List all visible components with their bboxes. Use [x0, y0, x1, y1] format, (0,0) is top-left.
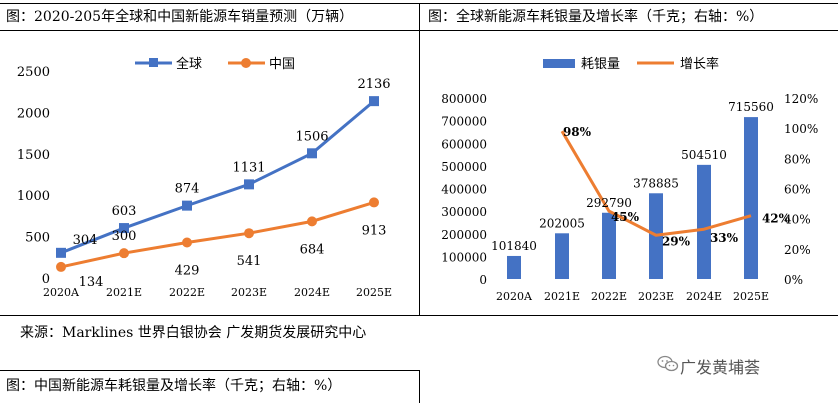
- silver-data-label: 378885: [633, 176, 679, 190]
- left-y-tick-label: 700000: [441, 115, 487, 129]
- china-marker: [307, 216, 317, 227]
- silver-bar: [744, 117, 758, 279]
- silver-data-label: 202005: [539, 216, 585, 230]
- left-y-tick-label: 600000: [441, 137, 487, 151]
- bottom-box-top: [0, 370, 419, 371]
- legend-label-growth: 增长率: [680, 56, 719, 72]
- wechat-icon: [657, 355, 679, 372]
- watermark-brand: 广发黄埔荟: [680, 358, 761, 377]
- growth-data-label: 33%: [710, 231, 739, 245]
- left-y-tick-label: 500000: [441, 160, 487, 174]
- x-tick-label: 2020A: [43, 286, 80, 299]
- silver-data-label: 715560: [728, 100, 774, 114]
- global-data-label: 603: [112, 204, 137, 219]
- silver-consumption-chart: 耗银量 增长率 0 100000 200000 300000 400000 500000 6…: [441, 56, 818, 303]
- bottom-chart-title: 图：中国新能源车耗银量及增长率（千克；右轴：%）: [6, 378, 342, 394]
- global-data-label: 1131: [232, 160, 265, 175]
- silver-bar: [555, 233, 569, 279]
- right-y-tick-label: 80%: [784, 152, 811, 166]
- x-tick-label: 2023E: [231, 286, 267, 299]
- left-y-tick-label: 100000: [441, 250, 487, 264]
- growth-data-label: 29%: [662, 234, 691, 248]
- y-tick-label: 2500: [17, 65, 50, 80]
- x-tick-label: 2024E: [686, 290, 722, 303]
- series-line-china: [60, 200, 375, 269]
- growth-data-label: 45%: [611, 210, 640, 224]
- global-marker: [56, 247, 66, 258]
- y-tick-label: 500: [25, 231, 50, 246]
- x-tick-label: 2022E: [169, 286, 205, 299]
- x-tick-label: 2021E: [106, 286, 142, 299]
- silver-data-label: 292790: [586, 196, 632, 210]
- x-tick-label: 2020A: [496, 290, 533, 303]
- x-tick-label: 2022E: [591, 290, 627, 303]
- frame-bottom-line: [0, 315, 838, 316]
- y-tick-label: 1500: [17, 148, 50, 163]
- global-marker: [244, 179, 254, 190]
- panel-divider: [419, 3, 420, 315]
- china-data-label: 134: [79, 275, 104, 290]
- right-y-tick-label: 120%: [784, 92, 818, 106]
- legend-label-silver: 耗银量: [581, 57, 620, 72]
- x-tick-label: 2023E: [638, 290, 674, 303]
- china-marker: [182, 237, 192, 248]
- bottom-box-right: [419, 370, 420, 403]
- legend-label-global: 全球: [176, 56, 202, 72]
- china-data-label: 300: [112, 229, 137, 244]
- global-marker: [182, 200, 192, 211]
- growth-data-label: 42%: [762, 212, 791, 226]
- growth-rate-line: [560, 130, 752, 237]
- silver-bar: [602, 212, 616, 279]
- x-tick-label: 2021E: [544, 290, 580, 303]
- china-data-label: 429: [175, 263, 200, 278]
- x-tick-label: 2025E: [356, 286, 392, 299]
- legend-label-china: 中国: [269, 57, 295, 72]
- global-marker: [119, 223, 129, 234]
- global-marker: [369, 96, 379, 107]
- series-line-global: [60, 99, 375, 255]
- right-y-tick-label: 100%: [784, 122, 818, 136]
- right-y-tick-label: 20%: [784, 243, 811, 257]
- right-y-tick-label: 40%: [784, 213, 811, 227]
- left-chart-legend: 全球 中国: [135, 56, 295, 72]
- growth-data-label: 98%: [563, 125, 592, 139]
- y-tick-label: 0: [42, 272, 50, 287]
- silver-data-label: 101840: [491, 239, 537, 253]
- china-data-label: 541: [237, 254, 262, 269]
- silver-bar: [697, 164, 711, 279]
- china-data-label: 684: [300, 242, 325, 257]
- x-tick-label: 2025E: [733, 290, 769, 303]
- china-marker: [56, 261, 66, 272]
- y-tick-label: 2000: [17, 106, 50, 121]
- left-chart-title: 图：2020-205年全球和中国新能源车销量预测（万辆）: [6, 9, 354, 25]
- left-y-tick-label: 0: [479, 273, 487, 287]
- global-marker: [307, 148, 317, 159]
- china-marker: [244, 228, 254, 239]
- left-y-tick-label: 800000: [441, 92, 487, 106]
- silver-bar: [507, 255, 521, 279]
- left-y-tick-label: 300000: [441, 205, 487, 219]
- china-marker: [369, 197, 379, 208]
- right-y-tick-label: 0%: [784, 273, 803, 287]
- x-tick-label: 2024E: [294, 286, 330, 299]
- global-data-label: 304: [73, 233, 98, 248]
- china-marker: [119, 248, 129, 259]
- silver-data-label: 504510: [681, 148, 727, 162]
- right-y-tick-label: 60%: [784, 183, 811, 197]
- global-data-label: 2136: [357, 77, 390, 92]
- left-y-tick-label: 200000: [441, 228, 487, 242]
- global-data-label: 874: [175, 182, 200, 197]
- china-data-label: 913: [362, 223, 387, 238]
- source-note: 来源：Marklines 世界白银协会 广发期货发展研究中心: [20, 325, 367, 341]
- left-y-tick-label: 400000: [441, 183, 487, 197]
- global-data-label: 1506: [295, 129, 328, 144]
- global-china-sales-chart: 全球 中国 0 500 1000 1500 2000 2500 2020A 2021E 202…: [17, 56, 392, 299]
- y-tick-label: 1000: [17, 189, 50, 204]
- right-chart-legend: 耗银量 增长率: [543, 56, 719, 72]
- right-chart-title: 图：全球新能源车耗银量及增长率（千克；右轴：%）: [428, 9, 764, 25]
